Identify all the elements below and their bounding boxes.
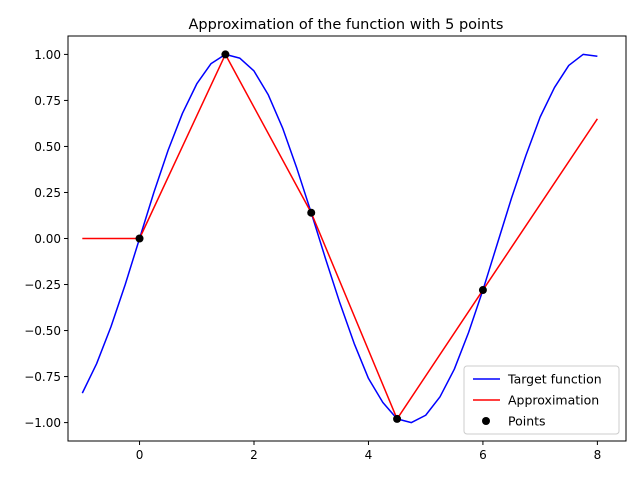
legend-box — [463, 365, 620, 435]
legend-label: Approximation — [508, 393, 599, 408]
y-tick-label: −0.50 — [24, 324, 61, 338]
y-tick-label: 0.50 — [34, 140, 61, 154]
data-point — [393, 414, 402, 423]
series-line-1 — [82, 53, 599, 420]
y-tick-label: −0.75 — [24, 370, 61, 384]
x-axis: 0 2 4 6 8 — [136, 441, 601, 462]
x-tick-label: 8 — [594, 448, 602, 462]
chart-title: Approximation of the function with 5 poi… — [189, 17, 504, 33]
legend-swatch-marker — [482, 417, 490, 425]
y-tick-label: −0.25 — [24, 278, 61, 292]
legend-label: Points — [508, 414, 546, 429]
y-tick-label: 1.00 — [34, 48, 61, 62]
x-tick-label: 4 — [365, 448, 373, 462]
data-point — [478, 286, 487, 295]
y-tick-label: 0.75 — [34, 94, 61, 108]
legend: Target function Approximation Points — [463, 365, 620, 435]
data-point — [135, 234, 144, 243]
y-tick-label: 0.00 — [34, 232, 61, 246]
x-tick-label: 2 — [250, 448, 258, 462]
y-axis: 1.00 0.75 0.50 0.25 0.00 −0.25 −0.50 −0.75 −1.00 — [24, 48, 68, 430]
legend-label: Target function — [507, 372, 602, 387]
plot-area — [81, 50, 599, 424]
data-point — [307, 208, 316, 217]
data-point — [221, 50, 230, 59]
x-tick-label: 0 — [136, 448, 144, 462]
x-tick-label: 6 — [479, 448, 487, 462]
series-line-0 — [81, 53, 598, 424]
y-tick-label: 0.25 — [34, 186, 61, 200]
y-tick-label: −1.00 — [24, 416, 61, 430]
